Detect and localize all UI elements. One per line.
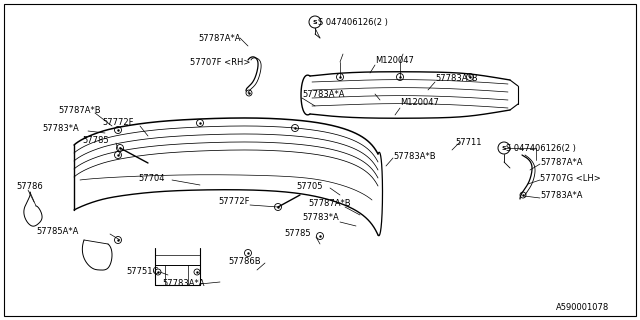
Text: 57787A*B: 57787A*B [58, 106, 100, 115]
Text: S 047406126(2 ): S 047406126(2 ) [318, 18, 388, 27]
Text: 57711: 57711 [455, 138, 481, 147]
Text: 57785A*A: 57785A*A [36, 228, 78, 236]
Text: S: S [502, 146, 506, 150]
Text: 57783A*A: 57783A*A [162, 279, 205, 289]
Text: 57783A*A: 57783A*A [302, 90, 344, 99]
Text: S 047406126(2 ): S 047406126(2 ) [506, 143, 576, 153]
Text: M120047: M120047 [400, 98, 439, 107]
Text: 57786: 57786 [16, 181, 43, 190]
Text: 57772F: 57772F [102, 117, 134, 126]
Text: 57772F: 57772F [218, 197, 250, 206]
Text: 57787A*A: 57787A*A [198, 34, 241, 43]
Text: 57783A*B: 57783A*B [393, 151, 436, 161]
Text: 57785: 57785 [284, 229, 310, 238]
Text: 57707F <RH>: 57707F <RH> [190, 58, 250, 67]
Text: 57787A*A: 57787A*A [540, 157, 582, 166]
Text: 57787A*B: 57787A*B [308, 199, 351, 209]
Text: 57783A*A: 57783A*A [540, 191, 582, 201]
Text: 57705: 57705 [296, 181, 323, 190]
Text: 57783*A: 57783*A [302, 213, 339, 222]
Text: S: S [313, 20, 317, 25]
Text: 57704: 57704 [138, 173, 164, 182]
Text: 57707G <LH>: 57707G <LH> [540, 173, 601, 182]
Text: 57783A*B: 57783A*B [435, 74, 477, 83]
Text: 57785: 57785 [82, 135, 109, 145]
Text: M120047: M120047 [375, 55, 414, 65]
Text: A590001078: A590001078 [556, 303, 609, 313]
Text: 57786B: 57786B [228, 258, 260, 267]
Text: 57751C: 57751C [126, 268, 158, 276]
Text: 57783*A: 57783*A [42, 124, 79, 132]
